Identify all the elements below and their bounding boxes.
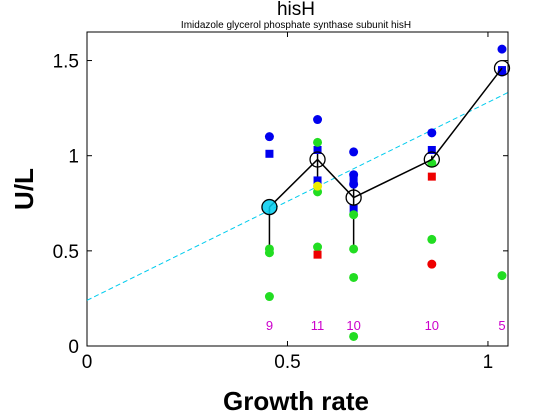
data-point: [264, 292, 274, 302]
mean-marker: [423, 151, 440, 168]
data-point: [313, 115, 323, 125]
data-point-square: [349, 174, 358, 183]
data-point: [313, 137, 323, 147]
count-label: 10: [425, 318, 439, 333]
data-point-square: [313, 145, 322, 154]
chart-subtitle: Imidazole glycerol phosphate synthase su…: [181, 20, 411, 31]
data-point-square: [497, 66, 506, 75]
data-point: [427, 259, 437, 269]
y-axis-label: U/L: [9, 168, 39, 210]
data-point: [313, 242, 323, 252]
plot-area: [86, 31, 509, 347]
data-point: [349, 244, 359, 254]
counts-group: 9 11 10 10 5: [266, 318, 506, 333]
data-point: [349, 331, 359, 341]
chart-title: hisH: [277, 0, 315, 20]
data-point-square: [427, 145, 436, 154]
ticks-group: 0 0.5 100.511.5: [53, 32, 508, 373]
fit-line-group: [86, 92, 509, 301]
data-point-square: [265, 149, 274, 158]
y-tick-label: 1: [68, 147, 79, 168]
mean-marker: [261, 198, 278, 216]
count-label: 11: [311, 318, 325, 333]
points-group: [264, 44, 507, 341]
fit-line: [86, 92, 509, 301]
count-label: 9: [266, 318, 273, 333]
x-axis-label: Growth rate: [223, 386, 369, 416]
mean-marker: [493, 60, 511, 77]
mean-line: [268, 67, 503, 208]
data-point-square: [349, 204, 358, 213]
y-tick-label: 0.5: [53, 242, 79, 263]
x-tick-label: 0: [82, 352, 93, 373]
data-point-square: [427, 172, 436, 181]
x-tick-label: 0.5: [274, 352, 300, 373]
data-point: [427, 128, 437, 138]
data-point: [313, 181, 323, 191]
data-point-square: [313, 176, 322, 185]
data-point: [264, 132, 274, 142]
data-point-square: [313, 250, 322, 259]
count-label: 10: [346, 318, 360, 333]
data-point: [427, 234, 437, 244]
y-tick-label: 1.5: [53, 52, 79, 73]
data-point: [497, 44, 507, 54]
x-tick-label: 1: [483, 352, 494, 373]
data-point: [497, 271, 507, 281]
count-label: 5: [498, 318, 505, 333]
mean-line-group: [261, 60, 511, 216]
data-point: [349, 210, 359, 220]
mean-marker: [345, 189, 362, 206]
y-tick-label: 0: [68, 337, 79, 358]
data-point: [264, 248, 274, 258]
data-point: [349, 272, 359, 282]
mean-marker: [309, 151, 326, 168]
data-point: [349, 147, 359, 157]
